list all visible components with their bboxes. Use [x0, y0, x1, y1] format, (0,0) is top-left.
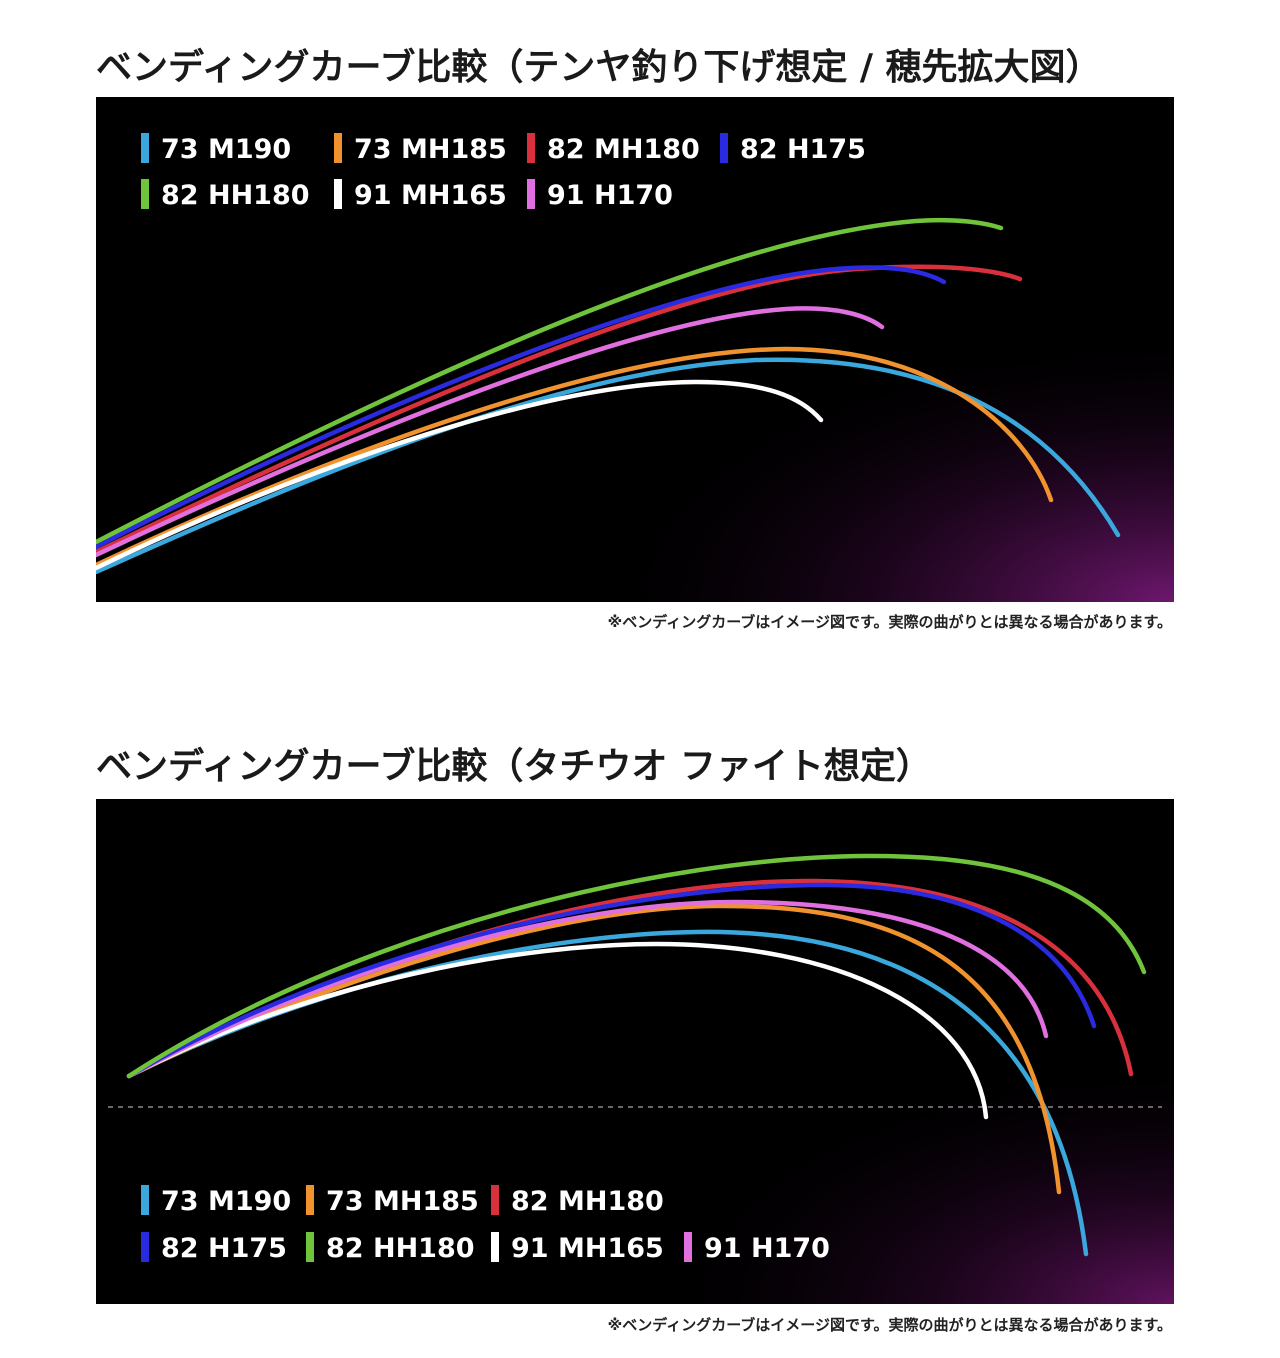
chart-2-series-91-h170 — [126, 899, 1049, 1079]
chart-1-legend-label-91-h170: 91 H170 — [547, 180, 673, 211]
chart-2-legend-swatch-82-mh180 — [491, 1185, 499, 1215]
chart-1-legend-swatch-73-mh185 — [334, 133, 342, 163]
chart-1-legend-label-82-h175: 82 H175 — [740, 134, 866, 165]
chart-1-background — [96, 97, 1174, 602]
chart-2-legend-label-91-mh165: 91 MH165 — [511, 1233, 664, 1264]
chart-1-title: ベンディングカーブ比較（テンヤ釣り下げ想定 / 穂先拡大図） — [96, 47, 1102, 88]
chart-1-series-82-hh180 — [96, 217, 1004, 545]
chart-2-legend-label-73-m190: 73 M190 — [161, 1186, 291, 1217]
chart-1-series-73-m190 — [96, 357, 1121, 575]
chart-1-note: ※ベンディングカーブはイメージ図です。実際の曲がりとは異なる場合があります。 — [607, 613, 1172, 631]
chart-1-legend-swatch-82-mh180 — [527, 133, 535, 163]
chart-2-legend-swatch-82-h175 — [141, 1232, 149, 1262]
chart-2-legend-label-82-h175: 82 H175 — [161, 1233, 287, 1264]
chart-2-background — [96, 799, 1174, 1304]
chart-1-legend-swatch-82-hh180 — [141, 179, 149, 209]
chart-2-series-91-mh165 — [126, 941, 989, 1120]
chart-1-legend-swatch-73-m190 — [141, 133, 149, 163]
chart-1-series-82-h175 — [96, 265, 947, 550]
chart-1-series-91-h170 — [96, 306, 885, 558]
chart-1-legend-label-73-m190: 73 M190 — [161, 134, 291, 165]
chart-2-plot: 73 M190 73 MH185 82 MH180 82 H175 82 HH180 91… — [96, 799, 1174, 1304]
chart-1-panel: 73 M190 73 MH185 82 MH180 82 H175 82 HH180 91… — [96, 97, 1174, 602]
chart-2-series-82-h175 — [126, 882, 1097, 1079]
chart-2-legend-swatch-73-m190 — [141, 1185, 149, 1215]
chart-1-plot: 73 M190 73 MH185 82 MH180 82 H175 82 HH180 91… — [96, 97, 1174, 602]
chart-1-legend-label-73-mh185: 73 MH185 — [354, 134, 507, 165]
chart-1-series-73-mh185 — [96, 346, 1054, 568]
chart-2-legend-label-91-h170: 91 H170 — [704, 1233, 830, 1264]
chart-1-legend-swatch-91-mh165 — [334, 179, 342, 209]
chart-1-legend-swatch-82-h175 — [720, 133, 728, 163]
chart-2-title: ベンディングカーブ比較（タチウオ ファイト想定） — [96, 746, 932, 787]
chart-1-series-82-mh180 — [96, 264, 1023, 555]
chart-1-series-91-mh165 — [96, 379, 824, 571]
chart-2-legend-swatch-73-mh185 — [306, 1185, 314, 1215]
chart-2-legend-label-82-hh180: 82 HH180 — [326, 1233, 475, 1264]
chart-1-legend-swatch-91-h170 — [527, 179, 535, 209]
chart-2-legend-swatch-91-mh165 — [491, 1232, 499, 1262]
chart-2-legend-swatch-82-hh180 — [306, 1232, 314, 1262]
chart-1-legend-label-82-mh180: 82 MH180 — [547, 134, 700, 165]
chart-2-legend-swatch-91-h170 — [684, 1232, 692, 1262]
chart-2-panel: 73 M190 73 MH185 82 MH180 82 H175 82 HH180 91… — [96, 799, 1174, 1304]
chart-2-legend-label-73-mh185: 73 MH185 — [326, 1186, 479, 1217]
chart-2-series-82-hh180 — [126, 853, 1147, 1079]
chart-1-legend-label-82-hh180: 82 HH180 — [161, 180, 310, 211]
chart-1-legend-label-91-mh165: 91 MH165 — [354, 180, 507, 211]
chart-2-legend-label-82-mh180: 82 MH180 — [511, 1186, 664, 1217]
chart-2-note: ※ベンディングカーブはイメージ図です。実際の曲がりとは異なる場合があります。 — [607, 1316, 1172, 1334]
chart-2-series-73-mh185 — [126, 903, 1062, 1195]
